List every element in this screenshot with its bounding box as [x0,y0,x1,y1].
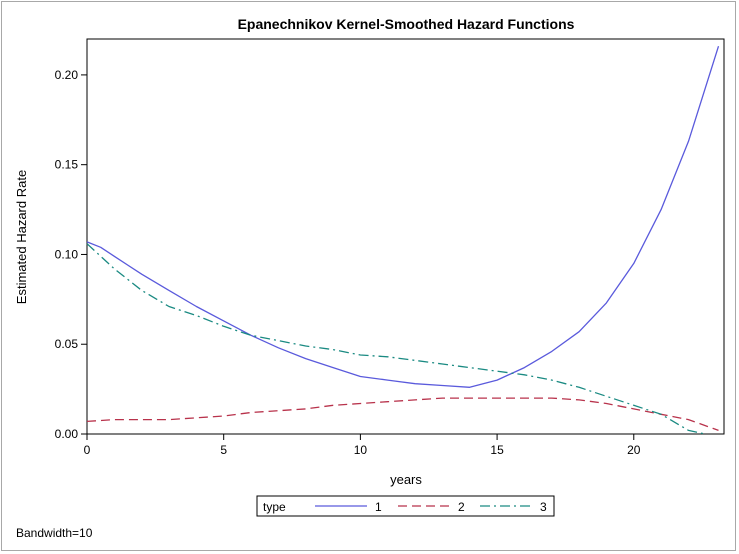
legend: type 1 2 3 [256,495,555,517]
x-tick-label: 5 [220,443,227,457]
y-tick-label: 0.10 [55,247,79,261]
series-line-2 [86,397,719,432]
x-axis-label: years [390,472,422,487]
x-tick-label: 0 [84,443,91,457]
y-axis-label: Estimated Hazard Rate [14,170,29,304]
y-tick-label: 0.15 [55,158,79,172]
x-tick-label: 15 [490,443,504,457]
y-tick-label: 0.20 [55,68,79,82]
y-tick-label: 0.05 [55,337,79,351]
plot-border [86,38,725,435]
x-tick-label: 20 [627,443,641,457]
plot-area: 0 5 10 15 20 0.00 0.05 0.10 0.15 0.20 [55,38,725,457]
legend-label-1: 1 [375,500,382,514]
y-tick-label: 0.00 [55,427,79,441]
series-line-1 [86,46,720,388]
series-line-3 [86,243,706,435]
legend-label-3: 3 [540,500,547,514]
legend-label-2: 2 [458,500,465,514]
legend-title: type [263,500,286,514]
chart-title: Epanechnikov Kernel-Smoothed Hazard Func… [238,16,575,32]
bandwidth-annotation: Bandwidth=10 [16,526,93,540]
x-tick-label: 10 [354,443,368,457]
